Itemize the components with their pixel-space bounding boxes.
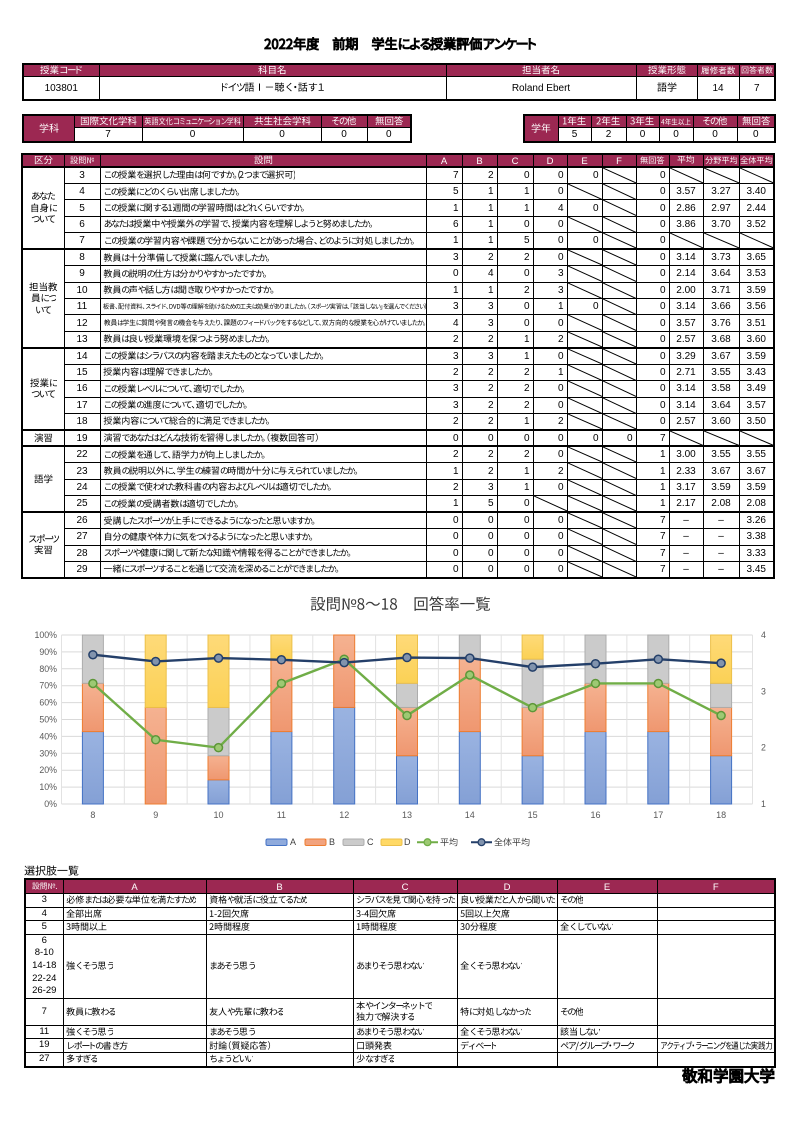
svg-text:D: D (404, 837, 411, 847)
svg-text:50%: 50% (39, 715, 57, 725)
svg-text:8: 8 (90, 810, 95, 820)
svg-text:B: B (329, 837, 335, 847)
svg-text:40%: 40% (39, 731, 57, 741)
svg-text:15: 15 (528, 810, 538, 820)
svg-text:90%: 90% (39, 647, 57, 657)
svg-text:20%: 20% (39, 765, 57, 775)
svg-text:A: A (290, 837, 296, 847)
svg-text:12: 12 (339, 810, 349, 820)
svg-text:10: 10 (213, 810, 223, 820)
svg-text:17: 17 (653, 810, 663, 820)
svg-text:100%: 100% (35, 630, 58, 640)
svg-text:0%: 0% (44, 799, 57, 809)
svg-text:4: 4 (761, 630, 766, 640)
svg-text:2: 2 (761, 743, 766, 753)
svg-text:14: 14 (465, 810, 475, 820)
svg-text:80%: 80% (39, 664, 57, 674)
svg-text:C: C (367, 837, 374, 847)
svg-text:10%: 10% (39, 782, 57, 792)
svg-text:11: 11 (277, 810, 286, 820)
svg-text:1: 1 (761, 799, 766, 809)
svg-text:3: 3 (761, 686, 766, 696)
svg-text:16: 16 (590, 810, 600, 820)
svg-text:60%: 60% (39, 698, 57, 708)
svg-text:30%: 30% (39, 748, 57, 758)
svg-text:13: 13 (402, 810, 412, 820)
svg-text:9: 9 (153, 810, 158, 820)
svg-text:70%: 70% (39, 681, 57, 691)
svg-text:18: 18 (716, 810, 726, 820)
